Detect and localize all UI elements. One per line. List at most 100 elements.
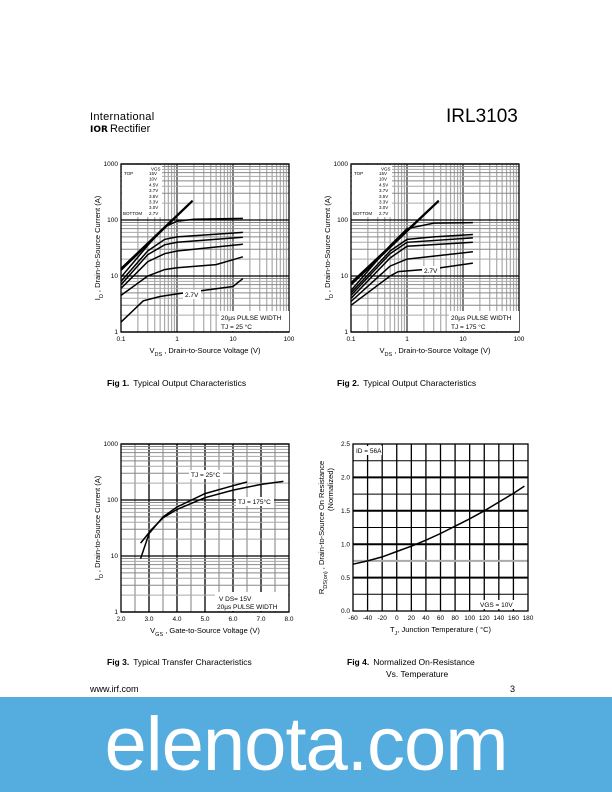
legend-entry: 3.0V bbox=[379, 205, 388, 210]
annotation-tj-175-background bbox=[236, 497, 274, 506]
x-tick-label: 1 bbox=[175, 336, 179, 343]
caption-fig-number: Fig 3. bbox=[107, 657, 130, 667]
label-segment: T bbox=[390, 625, 395, 634]
label-segment: GS bbox=[155, 632, 163, 638]
label-segment: V bbox=[379, 346, 384, 355]
gridlines bbox=[120, 163, 290, 333]
label-segment: V bbox=[150, 626, 155, 635]
x-tick-label: 100 bbox=[284, 336, 295, 343]
x-tick-label: 180 bbox=[523, 615, 534, 622]
y-tick-label: 10 bbox=[111, 273, 119, 280]
caption-text: Typical Output Characteristics bbox=[133, 378, 247, 388]
annotation-pulse-width: 20µs PULSE WIDTH bbox=[221, 315, 282, 322]
label-segment: DS(on) bbox=[323, 571, 329, 589]
annotation-vgs-background bbox=[478, 600, 522, 609]
x-tick-label: 0.1 bbox=[346, 336, 355, 343]
y-axis-label: ID , Drain-to-Source Current (A) bbox=[93, 195, 105, 300]
label-segment: V bbox=[149, 346, 154, 355]
label-segment: DS bbox=[384, 352, 392, 358]
plot-frame bbox=[120, 443, 290, 613]
x-tick-label: 10 bbox=[229, 336, 237, 343]
x-tick-label: 2.0 bbox=[116, 616, 125, 623]
legend-entry: 3.0V bbox=[149, 205, 158, 210]
legend-entry: 3.7V bbox=[379, 188, 388, 193]
legend-entry: 10V bbox=[149, 177, 157, 182]
y-axis-label: RDS(on) , Drain-to-Source On Resistance bbox=[317, 461, 329, 594]
legend-bottom-label: BOTTOM bbox=[353, 211, 372, 216]
legend-entry: 4.5V bbox=[379, 182, 388, 187]
label-segment: , Drain-to-Source On Resistance bbox=[317, 461, 326, 571]
annotation-tj-25: TJ = 25°C bbox=[191, 471, 220, 479]
annotation-tj-175: TJ = 175°C bbox=[238, 498, 271, 506]
x-tick-label: 160 bbox=[508, 615, 519, 622]
annotation-background bbox=[219, 311, 289, 331]
annotation-2-7v-background bbox=[422, 266, 440, 275]
series-line-3.7V bbox=[350, 233, 473, 294]
y-tick-label: 10 bbox=[341, 273, 349, 280]
series-line-3.5V bbox=[350, 237, 473, 296]
y-tick-label: 1000 bbox=[104, 441, 119, 448]
label-segment: D bbox=[99, 574, 105, 578]
x-tick-label: 0.1 bbox=[116, 336, 125, 343]
x-tick-label: 7.0 bbox=[256, 616, 265, 623]
legend-entry: 2.7V bbox=[149, 211, 158, 216]
x-axis-label: VDS , Drain-to-Source Voltage (V) bbox=[149, 346, 261, 358]
legend-entry: 4.5V bbox=[149, 182, 158, 187]
x-axis-label: VGS , Gate-to-Source Voltage (V) bbox=[150, 626, 260, 638]
x-tick-label: 10 bbox=[459, 336, 467, 343]
annotation-pulse-width: 20µs PULSE WIDTH bbox=[217, 604, 278, 611]
annotation-temperature: TJ = 175 °C bbox=[451, 323, 486, 331]
legend-header: VGS bbox=[151, 167, 161, 172]
x-tick-label: 40 bbox=[422, 615, 430, 622]
x-tick-label: 80 bbox=[451, 615, 459, 622]
series-line-3.7V bbox=[120, 231, 243, 282]
x-tick-label: 100 bbox=[514, 336, 525, 343]
footer-url[interactable]: www.irf.com bbox=[90, 684, 139, 694]
gridlines bbox=[121, 443, 289, 613]
caption-text: Normalized On-Resistance bbox=[373, 657, 475, 667]
x-tick-label: 120 bbox=[479, 615, 490, 622]
label-segment: , Drain-to-Source Current (A) bbox=[323, 195, 332, 294]
series-line-TJ-25-C bbox=[139, 481, 248, 559]
series-line-4.5V bbox=[350, 221, 473, 291]
y-tick-label: 1.0 bbox=[341, 541, 350, 548]
label-segment: , Drain-to-Source Current (A) bbox=[93, 195, 102, 294]
plot-frame bbox=[120, 163, 290, 333]
annotation-background bbox=[449, 311, 519, 331]
annotation-2-7v-background bbox=[183, 290, 201, 299]
caption-fig-number: Fig 2. bbox=[337, 378, 360, 388]
x-tick-label: 100 bbox=[464, 615, 475, 622]
label-segment: , Drain-to-Source Voltage (V) bbox=[162, 346, 261, 355]
label-segment: I bbox=[93, 578, 102, 580]
y-axis-label-line2: (Normalized) bbox=[326, 468, 335, 511]
annotation-pulse-width: 20µs PULSE WIDTH bbox=[451, 315, 512, 322]
legend-bottom-label: BOTTOM bbox=[123, 211, 142, 216]
page-number: 3 bbox=[510, 684, 516, 694]
y-tick-label: 10 bbox=[111, 553, 119, 560]
caption-fig-number: Fig 1. bbox=[107, 378, 130, 388]
x-tick-label: 4.0 bbox=[172, 616, 181, 623]
series-line-3.0V bbox=[120, 256, 244, 297]
x-axis-label: TJ, Junction Temperature ( °C) bbox=[390, 625, 492, 637]
x-tick-label: 1 bbox=[405, 336, 409, 343]
series-line-TJ-175-C bbox=[140, 480, 284, 544]
legend-entry: 3.5V bbox=[149, 194, 158, 199]
annotation-vds: V DS= 15V bbox=[219, 596, 252, 603]
label-segment: D bbox=[99, 294, 105, 298]
y-tick-label: 100 bbox=[107, 497, 118, 504]
series-line-3.3V bbox=[120, 243, 243, 289]
y-tick-label: 100 bbox=[337, 217, 348, 224]
x-tick-label: 5.0 bbox=[200, 616, 209, 623]
series-line-4.5V bbox=[120, 217, 243, 278]
legend-entry: 15V bbox=[149, 171, 157, 176]
gridlines bbox=[353, 444, 528, 611]
ior-logo-mark: IOR bbox=[90, 125, 108, 135]
label-segment: DS bbox=[154, 352, 162, 358]
annotation-2-7v: 2.7V bbox=[185, 292, 199, 299]
caption-fig-number: Fig 4. bbox=[347, 657, 370, 667]
series-line-2.7V bbox=[350, 262, 474, 306]
x-tick-label: 3.0 bbox=[144, 616, 153, 623]
caption-fig2: Fig 2. Typical Output Characteristics bbox=[337, 378, 476, 388]
